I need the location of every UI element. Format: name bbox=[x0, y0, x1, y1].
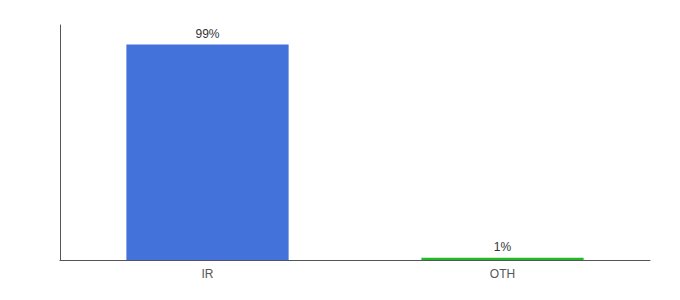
svg-text:99%: 99% bbox=[195, 27, 219, 41]
svg-text:1%: 1% bbox=[494, 240, 512, 254]
svg-text:IR: IR bbox=[202, 267, 214, 281]
svg-text:OTH: OTH bbox=[490, 267, 515, 281]
